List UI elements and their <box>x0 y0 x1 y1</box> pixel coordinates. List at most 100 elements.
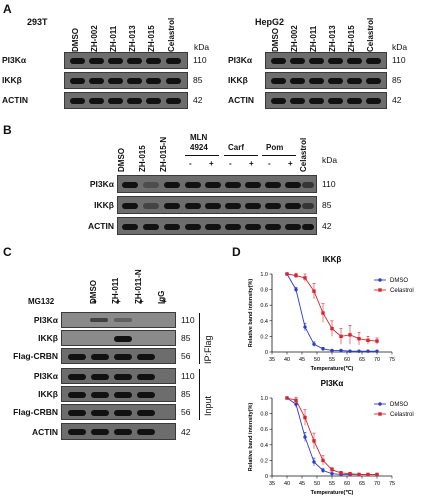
ikkb-ylabel: Relative band intensity(%) <box>248 279 254 348</box>
ikkb-series-0-point-1 <box>294 287 298 292</box>
b-row-pi3k: PI3Kα <box>89 179 114 189</box>
pi3k-ytick-label-5: 1.0 <box>260 396 268 402</box>
b-kda-unit: kDa <box>322 155 338 165</box>
b-kda-85: 85 <box>322 200 332 210</box>
ikkb-legend-0-marker <box>378 278 382 282</box>
a-left-kda-85: 85 <box>193 75 203 85</box>
pi3k-ytick-label-4: 0.8 <box>260 412 268 418</box>
ikkb-series-1-point-5 <box>330 326 334 331</box>
pi3k-xtick-label-1: 40 <box>284 481 290 487</box>
ikkb-xtick-label-5: 60 <box>344 357 350 363</box>
c-mg132-label: MG132 <box>28 297 55 306</box>
chart-ikkb: IKKβ 35 40 45 50 55 60 65 70 75 0 0.2 0.4 0.6 0.8 1.0 Te… <box>248 255 414 372</box>
ikkb-series-1-point-1 <box>294 273 298 278</box>
ikkb-series-1-point-9 <box>366 338 370 342</box>
c-input-label: Input <box>203 395 213 416</box>
a-left-kda-unit: kDa <box>194 42 210 52</box>
b-row-actin: ACTIN <box>88 221 114 231</box>
pi3k-ytick-label-0: 0 <box>265 474 268 480</box>
ikkb-ytick-label-2: 0.4 <box>260 319 268 325</box>
ikkb-series-0-point-9 <box>366 349 370 353</box>
ikkb-series-1-point-8 <box>357 337 361 341</box>
chart-pi3k: PI3Kα 35 40 45 50 55 60 65 70 75 0 0.2 0.4 0.6 0.8 1.0 T… <box>248 379 414 496</box>
pi3k-legend-0-marker <box>378 402 382 406</box>
c-input-blot-actin <box>61 423 176 440</box>
pi3k-xtick-label-5: 60 <box>344 481 350 487</box>
b-group-pom: Pom <box>266 143 284 152</box>
ikkb-xtick-label-0: 35 <box>269 357 275 363</box>
b-group-carf-sign-2: + <box>249 159 254 168</box>
b-group-pom-line <box>262 155 296 156</box>
a-right-lane-zh015: ZH-015 <box>347 25 356 52</box>
a-right-lane-celastrol: Celastrol <box>366 17 375 52</box>
c-input-row-flagcrbn: Flag-CRBN <box>13 407 58 417</box>
b-group-mln-line <box>185 155 219 156</box>
pi3k-series-0-point-5 <box>330 471 334 476</box>
a-left-kda-110: 110 <box>193 55 207 65</box>
ikkb-xtick-label-1: 40 <box>284 357 290 363</box>
b-lane-celastrol: Celastrol <box>299 137 308 172</box>
pi3k-series-1-line <box>286 397 377 475</box>
panel-label-a: A <box>3 2 12 16</box>
c-ip-blot-pi3k <box>61 312 176 328</box>
b-group-mln-sign-2: + <box>209 159 214 168</box>
a-right-lane-zh011: ZH-011 <box>309 25 318 52</box>
cell-line-293t: 293T <box>27 17 48 27</box>
ikkb-xlabel: Temperature(℃) <box>311 365 354 372</box>
b-group-mln-line1: MLN <box>190 133 208 142</box>
panel-label-d: D <box>232 245 241 259</box>
c-input-kda-42: 42 <box>181 427 191 437</box>
ikkb-xtick-label-8: 75 <box>389 357 395 363</box>
ikkb-xtick-label-3: 50 <box>314 357 320 363</box>
cell-line-hepg2: HepG2 <box>255 17 285 27</box>
pi3k-series-0-point-1 <box>294 402 298 406</box>
a-right-blot-ikkb <box>265 72 387 89</box>
a-right-lane-zh013: ZH-013 <box>328 25 337 52</box>
pi3k-xtick-label-4: 55 <box>329 481 335 487</box>
pi3k-ylabel: Relative band intensity(%) <box>248 403 254 472</box>
c-input-bracket <box>199 369 200 420</box>
a-left-blot-actin <box>64 92 188 109</box>
pi3k-ytick-label-3: 0.6 <box>260 427 268 433</box>
c-input-kda-85: 85 <box>181 389 191 399</box>
pi3k-xlabel: Temperature(℃) <box>311 489 354 496</box>
pi3k-xtick-label-2: 45 <box>299 481 305 487</box>
b-kda-110: 110 <box>322 179 336 189</box>
c-ip-bracket <box>199 313 200 364</box>
pi3k-series-1-point-0 <box>285 396 289 400</box>
a-right-blot-actin <box>265 92 387 109</box>
pi3k-series-1-point-8 <box>357 472 361 477</box>
c-input-row-pi3k: PI3Kα <box>33 371 58 381</box>
ikkb-xtick-label-7: 70 <box>374 357 380 363</box>
pi3k-legend-1-label: Celastrol <box>390 412 414 418</box>
ikkb-series-1-point-4 <box>321 311 325 315</box>
pi3k-series-1-point-1 <box>294 398 298 403</box>
c-ip-row-flagcrbn: Flag-CRBN <box>13 351 58 361</box>
a-right-lane-dmso: DMSO <box>271 28 280 52</box>
c-mg132-sign-2: + <box>116 297 121 306</box>
ikkb-series-0-point-6 <box>339 348 343 353</box>
a-right-kda-85: 85 <box>392 75 402 85</box>
a-right-kda-110: 110 <box>392 55 406 65</box>
a-right-lane-zh002: ZH-002 <box>290 25 299 52</box>
c-input-kda-110: 110 <box>181 371 195 381</box>
ikkb-series-0-point-5 <box>330 348 334 353</box>
a-left-blot-pi3k <box>64 52 188 69</box>
c-input-row-ikkb: IKKβ <box>38 389 58 399</box>
a-right-row-pi3k: PI3Kα <box>228 55 253 65</box>
b-group-carf-line <box>224 155 258 156</box>
c-mg132-sign-4: + <box>162 297 167 306</box>
pi3k-xtick-label-7: 70 <box>374 481 380 487</box>
ikkb-series-1-point-3 <box>312 289 316 293</box>
a-left-lane-zh013: ZH-013 <box>128 25 137 52</box>
b-group-mln-sign-1: - <box>189 159 192 168</box>
pi3k-legend-1-marker <box>378 412 382 416</box>
ikkb-xtick-label-2: 45 <box>299 357 305 363</box>
ikkb-ytick-label-4: 0.8 <box>260 288 268 294</box>
c-mg132-sign-1: + <box>92 297 97 306</box>
a-right-blot-pi3k <box>265 52 387 69</box>
pi3k-xtick-label-6: 65 <box>359 481 365 487</box>
c-ip-blot-flagcrbn <box>61 348 176 364</box>
a-left-row-actin: ACTIN <box>2 95 28 105</box>
b-blot-actin <box>117 217 317 235</box>
